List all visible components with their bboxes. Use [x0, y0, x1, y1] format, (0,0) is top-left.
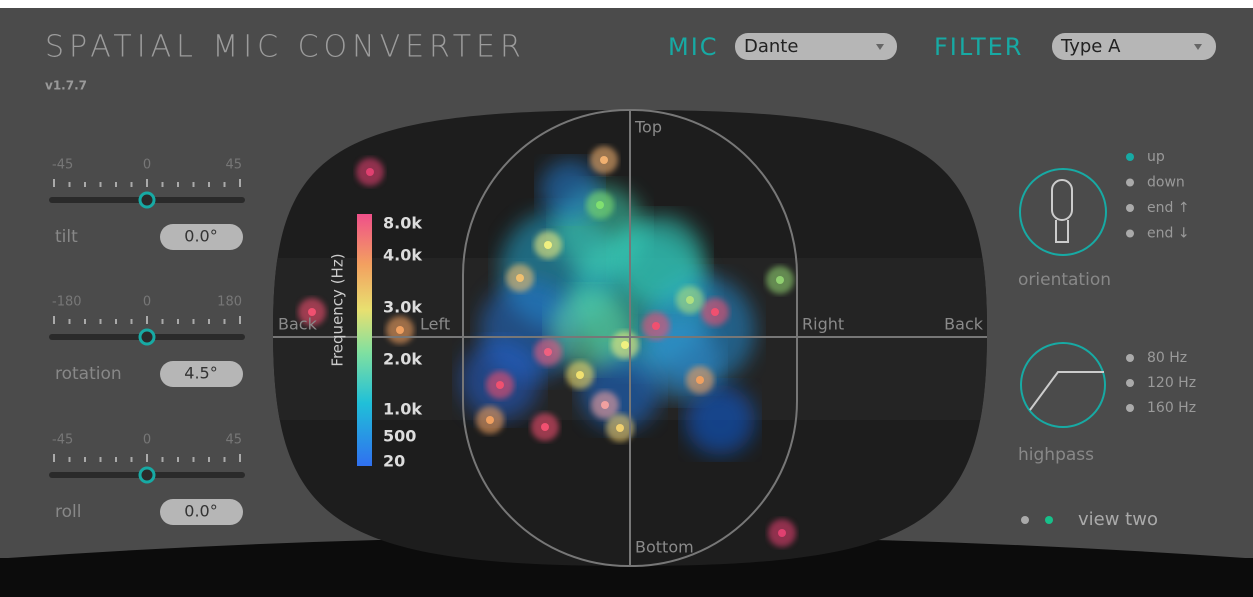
value-box[interactable]	[160, 224, 243, 250]
glow-core	[396, 326, 404, 334]
glow-core	[496, 381, 504, 389]
option-label: up	[1147, 149, 1165, 165]
option-dot[interactable]	[1126, 404, 1134, 412]
glow-core	[600, 156, 608, 164]
axis-label: Back	[944, 315, 984, 334]
glow-core	[486, 416, 494, 424]
value-box[interactable]	[160, 361, 243, 387]
dropdown-arrow	[876, 44, 884, 50]
highpass-icon	[1029, 371, 1104, 411]
glow-core	[621, 341, 629, 349]
slider-value: 0.0°	[184, 502, 217, 521]
slider-scale: 0	[143, 158, 151, 173]
mic-dropdown[interactable]	[735, 33, 897, 60]
colorbar-tick: 20	[383, 452, 405, 471]
axis-label: Right	[802, 315, 844, 334]
colorbar-tick: 3.0k	[383, 298, 422, 317]
glow	[550, 290, 630, 370]
colorbar-tick: 1.0k	[383, 400, 422, 419]
option-label: 120 Hz	[1147, 375, 1196, 391]
glow-core	[544, 348, 552, 356]
filter-dropdown[interactable]	[1052, 33, 1216, 60]
axis-label: Back	[278, 315, 318, 334]
axis-label: Left	[420, 315, 450, 334]
glow	[540, 160, 600, 220]
slider-scale: 0	[143, 433, 151, 448]
colorbar	[357, 214, 372, 466]
glow	[685, 385, 755, 455]
slider-knob[interactable]	[138, 466, 156, 484]
glow-core	[366, 168, 374, 176]
display: Top Bottom Left Right Back Back Frequenc…	[273, 109, 987, 567]
view-label: view two	[1078, 509, 1158, 530]
highpass-label: highpass	[1018, 445, 1094, 465]
option-label: end ↓	[1147, 226, 1190, 242]
glow-core	[711, 308, 719, 316]
dropdown-arrow	[1194, 44, 1202, 50]
slider-scale: 45	[225, 433, 242, 448]
filter-value: Type A	[1060, 36, 1121, 57]
glow-core	[596, 201, 604, 209]
slider-knob[interactable]	[138, 328, 156, 346]
slider-name: rotation	[55, 364, 122, 384]
mic-value: Dante	[744, 36, 798, 57]
slider-knob[interactable]	[138, 191, 156, 209]
colorbar-tick: 2.0k	[383, 350, 422, 369]
slider-value: 0.0°	[184, 227, 217, 246]
value-box[interactable]	[160, 499, 243, 525]
glow-core	[601, 401, 609, 409]
option-label: 80 Hz	[1147, 350, 1187, 366]
slider-scale: -45	[52, 433, 73, 448]
slider-scale: 45	[225, 158, 242, 173]
glow-core	[778, 529, 786, 537]
filter-label: FILTER	[934, 33, 1023, 61]
glow-core	[616, 424, 624, 432]
mic-icon	[1055, 220, 1069, 243]
option-dot[interactable]	[1126, 153, 1134, 161]
mic-icon	[1051, 179, 1073, 221]
glow-core	[652, 322, 660, 330]
option-label: end ↑	[1147, 200, 1190, 216]
slider-scale: -180	[52, 295, 82, 310]
glow-core	[541, 423, 549, 431]
axis-label: Bottom	[635, 538, 694, 557]
colorbar-title: Frequency (Hz)	[329, 253, 347, 366]
panel-edge	[1245, 8, 1253, 558]
option-dot[interactable]	[1126, 379, 1134, 387]
axis-label: Top	[634, 118, 662, 137]
option-label: 160 Hz	[1147, 400, 1196, 416]
option-label: down	[1147, 175, 1185, 191]
option-dot[interactable]	[1126, 354, 1134, 362]
glow	[615, 215, 705, 305]
glow-core	[776, 276, 784, 284]
title: SPATIAL MIC CONVERTER	[45, 30, 526, 65]
slider-scale: 180	[217, 295, 242, 310]
view-dot[interactable]	[1021, 516, 1029, 524]
glow-core	[544, 241, 552, 249]
view-dot[interactable]	[1045, 516, 1053, 524]
glow-core	[576, 371, 584, 379]
colorbar-tick: 4.0k	[383, 246, 422, 265]
slider-name: tilt	[55, 227, 78, 247]
mic-label: MIC	[668, 33, 719, 61]
option-dot[interactable]	[1126, 229, 1134, 238]
version: v1.7.7	[45, 79, 87, 93]
orientation-label: orientation	[1018, 270, 1111, 290]
slider-scale: -45	[52, 158, 73, 173]
colorbar-tick: 8.0k	[383, 214, 422, 233]
glow-core	[696, 376, 704, 384]
option-dot[interactable]	[1126, 204, 1134, 212]
slider-scale: 0	[143, 295, 151, 310]
highpass-dial[interactable]	[1020, 342, 1106, 428]
glow-core	[516, 274, 524, 282]
option-dot[interactable]	[1126, 178, 1134, 187]
slider-name: roll	[55, 502, 81, 522]
slider-value: 4.5°	[184, 364, 217, 383]
orientation-dial[interactable]	[1019, 168, 1107, 256]
glow-core	[308, 308, 316, 316]
colorbar-tick: 500	[383, 427, 416, 446]
glow-core	[686, 296, 694, 304]
panel-edge	[0, 8, 8, 558]
